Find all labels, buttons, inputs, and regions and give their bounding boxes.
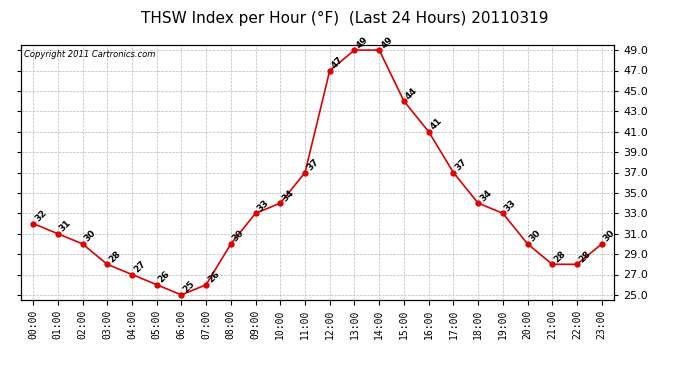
Text: 33: 33 <box>255 198 270 213</box>
Text: Copyright 2011 Cartronics.com: Copyright 2011 Cartronics.com <box>23 50 155 59</box>
Text: 37: 37 <box>305 157 320 172</box>
Text: 37: 37 <box>453 157 469 172</box>
Text: 33: 33 <box>503 198 518 213</box>
Text: 25: 25 <box>181 280 197 295</box>
Text: 28: 28 <box>577 249 592 264</box>
Text: 30: 30 <box>83 229 97 244</box>
Text: THSW Index per Hour (°F)  (Last 24 Hours) 20110319: THSW Index per Hour (°F) (Last 24 Hours)… <box>141 11 549 26</box>
Text: 34: 34 <box>478 188 493 203</box>
Text: 27: 27 <box>132 259 147 274</box>
Text: 34: 34 <box>280 188 295 203</box>
Text: 30: 30 <box>602 229 617 244</box>
Text: 32: 32 <box>33 208 48 224</box>
Text: 30: 30 <box>231 229 246 244</box>
Text: 47: 47 <box>330 55 345 70</box>
Text: 31: 31 <box>58 219 73 234</box>
Text: 28: 28 <box>552 249 567 264</box>
Text: 28: 28 <box>107 249 122 264</box>
Text: 26: 26 <box>206 270 221 285</box>
Text: 44: 44 <box>404 86 420 101</box>
Text: 30: 30 <box>528 229 542 244</box>
Text: 49: 49 <box>380 35 395 50</box>
Text: 26: 26 <box>157 270 172 285</box>
Text: 49: 49 <box>355 35 370 50</box>
Text: 41: 41 <box>428 116 444 132</box>
